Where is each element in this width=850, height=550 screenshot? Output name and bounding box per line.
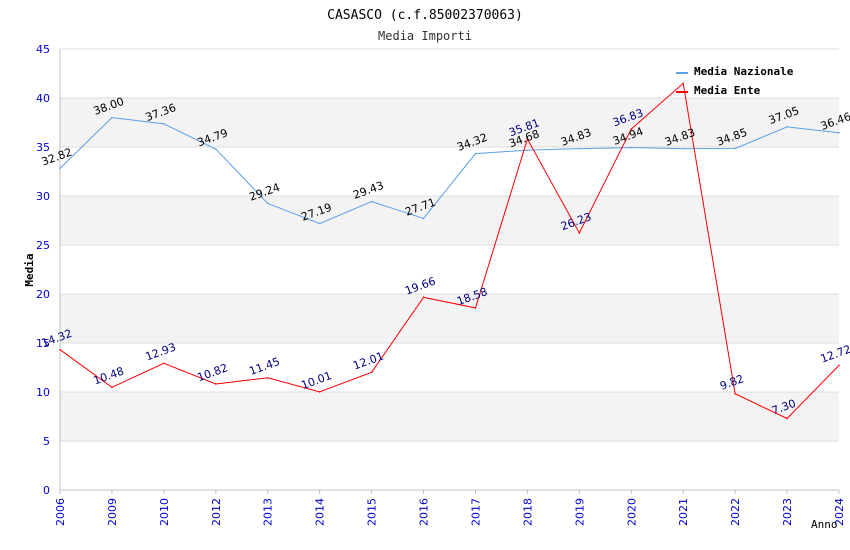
x-tick-label: 2017: [469, 498, 482, 526]
x-tick-label: 2022: [729, 498, 742, 526]
data-point-media-nazionale: [111, 116, 113, 119]
series-line-media-ente: [59, 82, 840, 420]
data-point-media-nazionale: [838, 131, 840, 134]
y-tick-label: 10: [36, 386, 50, 399]
x-tick-label: 2023: [781, 498, 794, 526]
band: [60, 147, 839, 196]
y-tick-label: 45: [36, 43, 50, 56]
data-point-media-nazionale: [215, 148, 217, 150]
band: [60, 245, 839, 294]
data-point-media-ente: [422, 296, 425, 299]
y-tick-labels: 0 5 10 15 20 25 30 35 40 45: [36, 43, 50, 497]
band: [60, 196, 839, 245]
data-point-media-nazionale: [474, 152, 477, 155]
y-tick-label: 0: [43, 484, 50, 497]
y-tick-label: 25: [36, 239, 50, 252]
x-tick-label: 2009: [106, 498, 119, 526]
chart-title: CASASCO (c.f.85002370063): [327, 8, 523, 23]
y-tick-label: 5: [43, 435, 50, 448]
data-point-media-ente: [370, 371, 373, 374]
data-point-media-ente: [215, 383, 217, 385]
x-tick-label: 2019: [573, 498, 586, 526]
x-tick-label: 2012: [210, 498, 223, 526]
legend-label-media-ente: Media Ente: [694, 84, 761, 97]
data-point-media-nazionale: [266, 202, 269, 205]
data-point-media-ente: [163, 362, 165, 365]
data-point-media-nazionale: [59, 167, 61, 170]
band: [60, 441, 839, 490]
data-point-media-nazionale: [786, 126, 788, 128]
data-point-media-ente: [734, 392, 736, 395]
series-lines: [59, 82, 840, 420]
legend-label-media-nazionale: Media Nazionale: [694, 65, 794, 78]
band: [60, 98, 839, 147]
data-point-media-nazionale: [734, 147, 736, 150]
x-tick-label: 2015: [366, 498, 379, 526]
chart-subtitle: Media Importi: [378, 29, 472, 43]
x-tick-label: 2024: [833, 498, 846, 526]
x-tick-label: 2006: [54, 498, 67, 526]
data-point-media-ente: [318, 391, 321, 393]
data-point-media-nazionale: [163, 123, 165, 125]
data-point-media-ente: [266, 376, 269, 379]
data-point-media-ente: [630, 128, 633, 130]
data-point-media-ente: [474, 307, 477, 309]
data-point-media-nazionale: [630, 146, 633, 149]
data-point-media-ente: [526, 138, 529, 140]
band: [60, 49, 839, 98]
data-point-media-ente: [59, 348, 61, 351]
background-bands: [60, 49, 839, 490]
legend: Media Nazionale Media Ente: [676, 65, 794, 97]
x-tick-label: 2018: [521, 498, 534, 526]
y-tick-label: 40: [36, 92, 50, 105]
x-tick-label: 2020: [625, 498, 638, 526]
data-point-media-ente: [111, 386, 113, 389]
data-point-media-nazionale: [578, 147, 581, 150]
data-point-media-ente: [786, 417, 788, 420]
data-point-media-ente: [578, 232, 581, 234]
x-tick-label: 2021: [677, 498, 690, 526]
x-tick-label: 2016: [418, 498, 431, 526]
data-point-media-nazionale: [370, 200, 373, 203]
x-axis-label: Anno: [811, 518, 838, 531]
data-point-media-nazionale: [318, 222, 321, 225]
y-tick-label: 35: [36, 141, 50, 154]
series-line-media-nazionale: [59, 117, 840, 225]
x-tick-label: 2014: [314, 498, 327, 526]
data-point-media-nazionale: [526, 149, 529, 151]
x-tick-label: 2010: [158, 498, 171, 526]
x-tick-labels: 2006 2009 2010 2012 2013 2014 2015 2016 2017 2018…: [54, 490, 846, 526]
data-point-media-ente: [682, 82, 684, 85]
band: [60, 392, 839, 441]
y-tick-label: 20: [36, 288, 50, 301]
data-point-media-nazionale: [682, 147, 684, 150]
data-point-media-ente: [838, 364, 840, 367]
band: [60, 343, 839, 392]
y-axis-label: Media: [23, 253, 36, 286]
y-tick-label: 15: [36, 337, 50, 350]
y-tick-label: 30: [36, 190, 50, 203]
x-tick-label: 2013: [262, 498, 275, 526]
data-point-media-nazionale: [422, 217, 425, 220]
